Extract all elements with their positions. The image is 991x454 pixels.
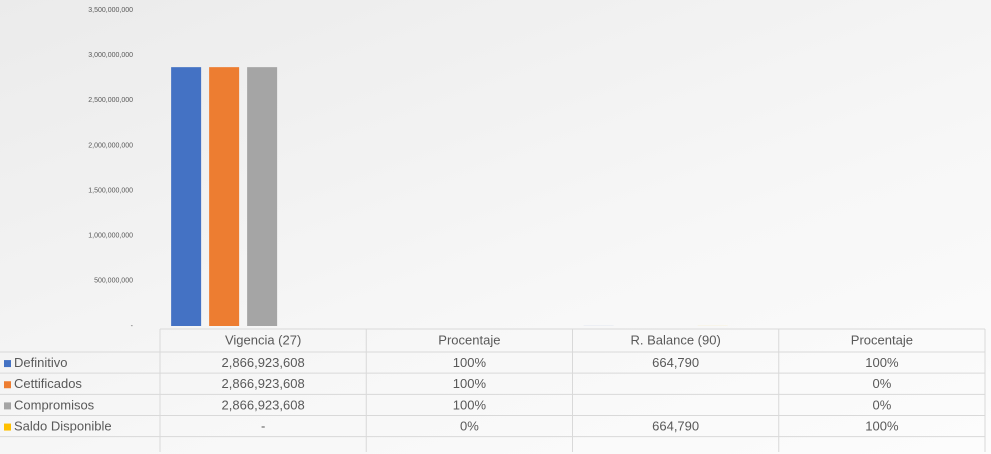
table-value: 0%: [460, 418, 479, 433]
table-value: 0%: [872, 397, 891, 412]
y-tick-label: 2,000,000,000: [88, 142, 133, 149]
x-tick-label: Vigencia (27): [225, 332, 301, 347]
bar: [171, 67, 202, 327]
legend-label: Cettificados: [14, 376, 82, 391]
y-tick-label: 3,000,000,000: [88, 52, 133, 59]
table-value: 0%: [872, 376, 891, 391]
legend-label: Compromisos: [14, 397, 95, 412]
table-value: 100%: [453, 376, 487, 391]
y-tick-label: -: [131, 323, 134, 330]
bar: [247, 67, 278, 327]
table-value: 100%: [453, 397, 487, 412]
table-value: 664,790: [652, 355, 699, 370]
legend-swatch: [4, 423, 11, 431]
legend-swatch: [4, 402, 11, 410]
legend-swatch: [4, 381, 11, 389]
table-value: 664,790: [652, 418, 699, 433]
bar: [209, 67, 240, 327]
y-tick-label: 1,500,000,000: [88, 187, 133, 194]
table-value: 2,866,923,608: [222, 397, 305, 412]
y-tick-label: 1,000,000,000: [88, 233, 133, 240]
x-tick-label: Procentaje: [438, 332, 500, 347]
table-value: 2,866,923,608: [222, 355, 305, 370]
y-tick-label: 3,500,000,000: [88, 7, 133, 14]
table-value: -: [261, 418, 265, 433]
y-tick-label: 2,500,000,000: [88, 97, 133, 104]
table-value: 100%: [865, 418, 899, 433]
x-tick-label: R. Balance (90): [630, 332, 720, 347]
table-value: 100%: [865, 355, 899, 370]
y-tick-label: 500,000,000: [94, 278, 133, 285]
x-tick-label: Procentaje: [851, 332, 913, 347]
table-value: 100%: [453, 355, 487, 370]
legend-label: Definitivo: [14, 355, 67, 370]
legend-label: Saldo Disponible: [14, 418, 112, 433]
table-value: 2,866,923,608: [222, 376, 305, 391]
legend-swatch: [4, 360, 11, 368]
